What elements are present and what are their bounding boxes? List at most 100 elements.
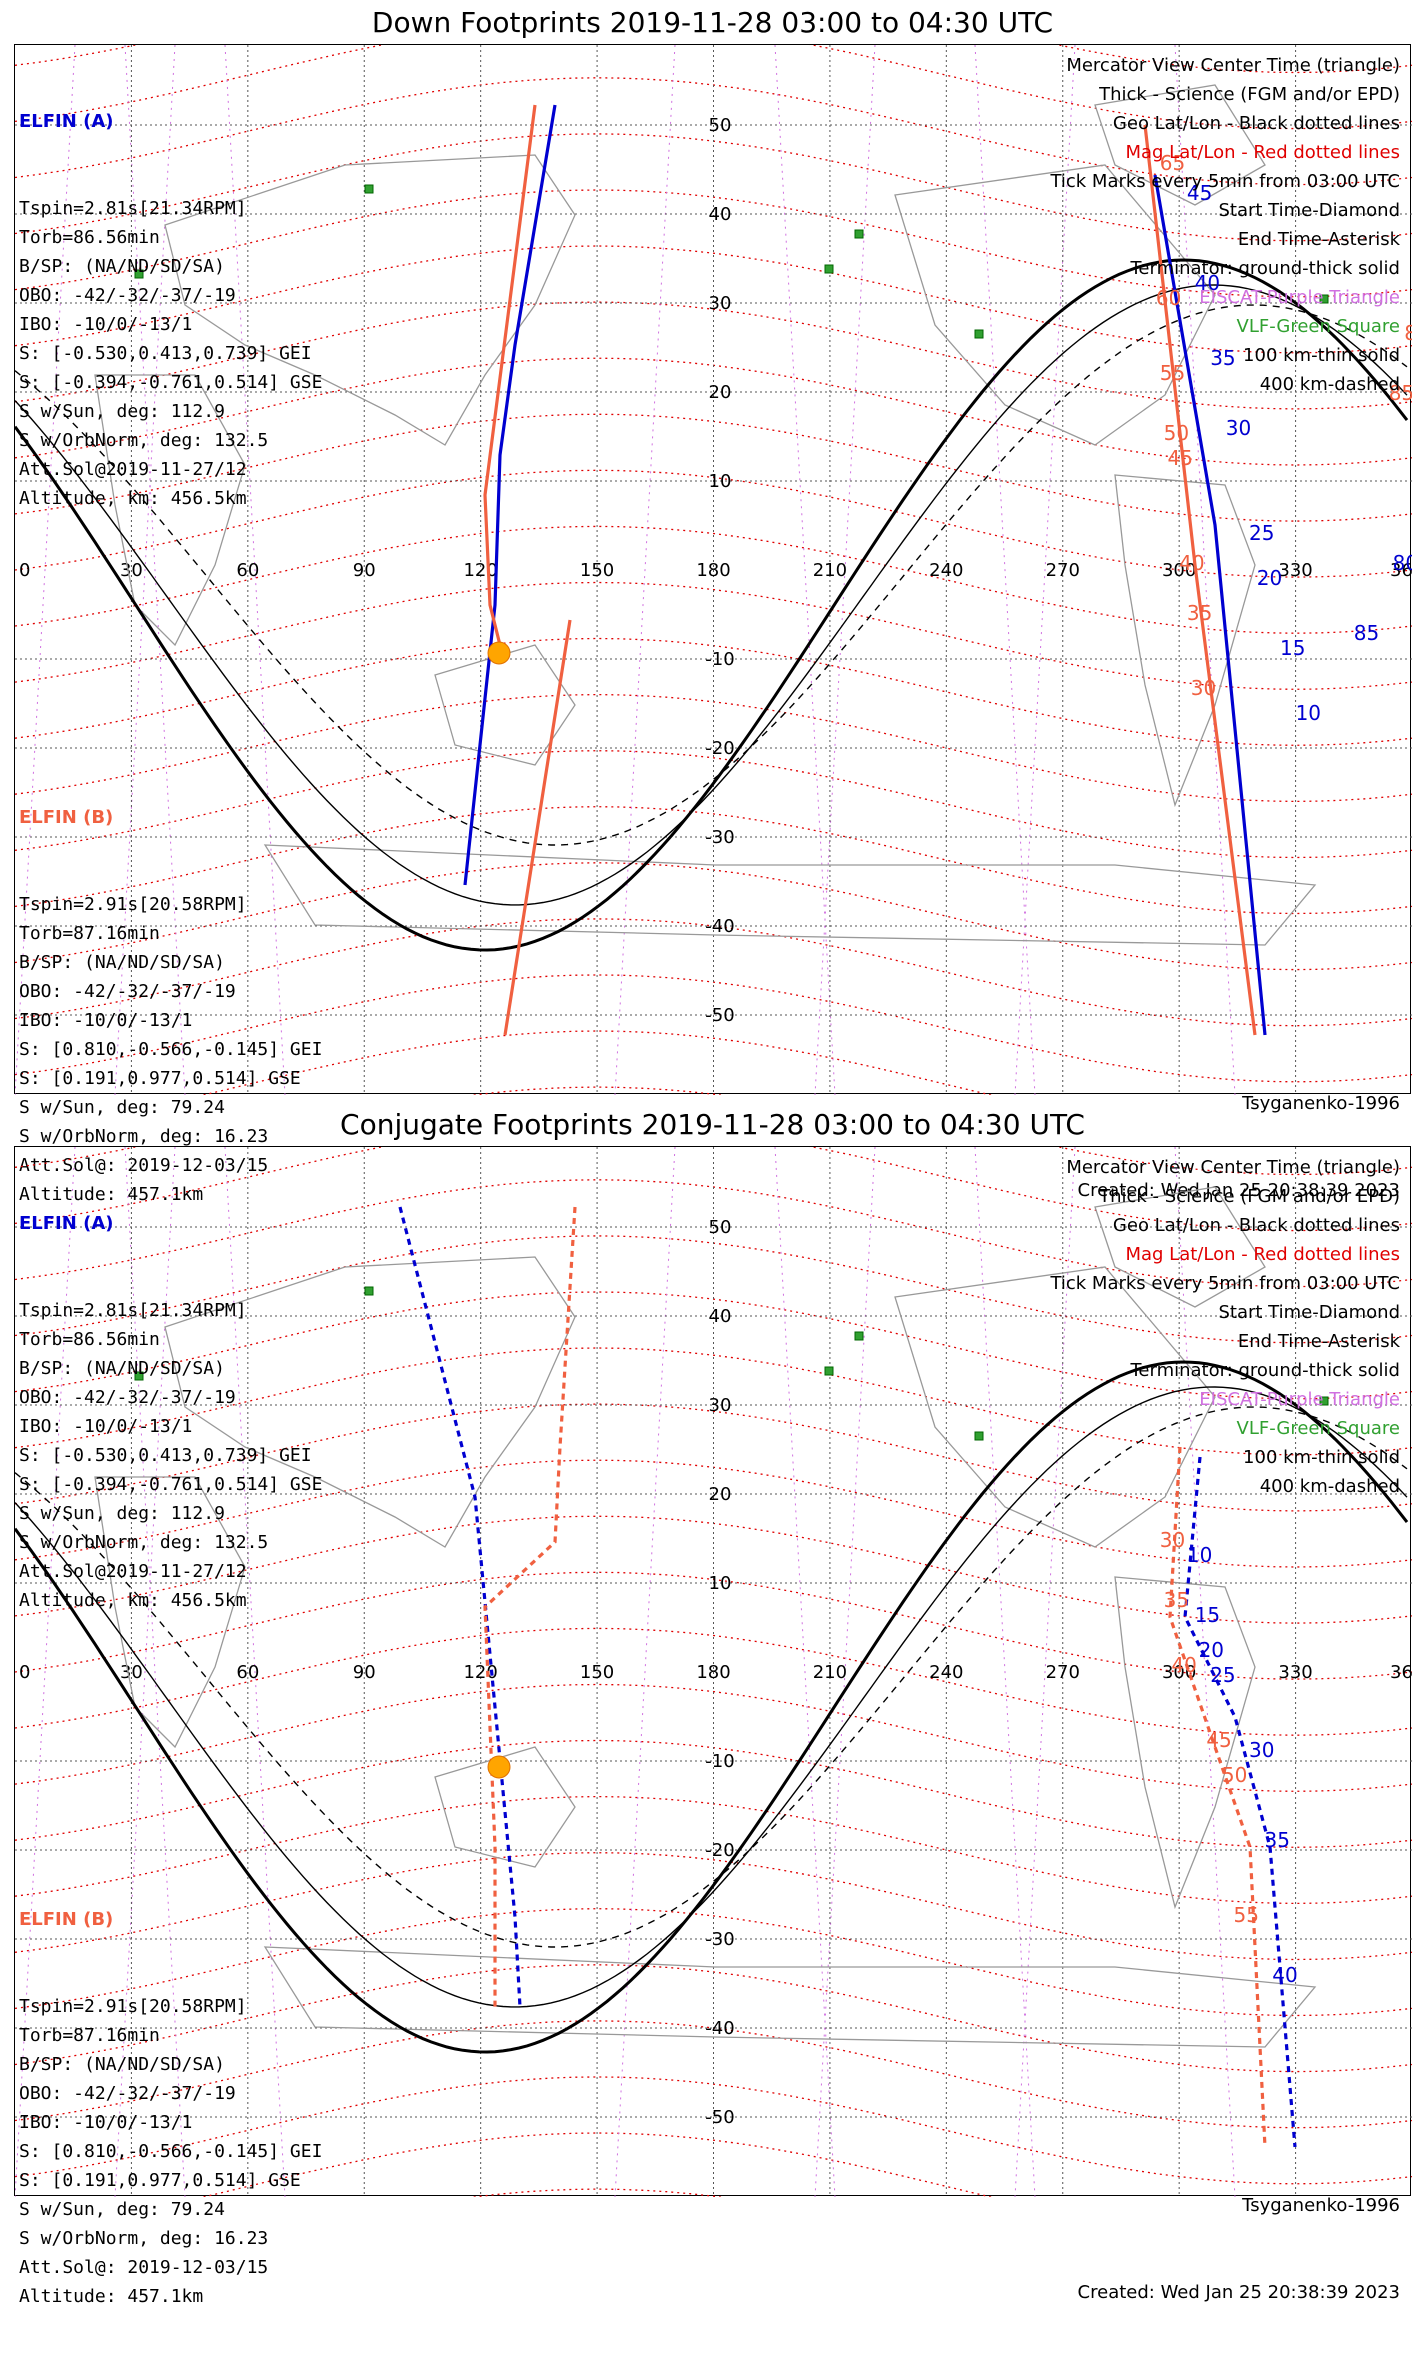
continent-outline xyxy=(894,1266,1216,1548)
elfin-a-param-line: Torb=86.56min xyxy=(19,1329,160,1350)
mag-lon-line xyxy=(1174,1147,1236,2197)
lon-tick-label: 90 xyxy=(353,1662,376,1683)
lon-tick-label: 180 xyxy=(696,560,730,581)
lon-tick-label: 60 xyxy=(236,1662,259,1683)
mag-lon-line xyxy=(814,45,876,1095)
lon-tick-label: 90 xyxy=(353,560,376,581)
mag-lon-line xyxy=(15,1147,76,2197)
elfin-b-mlt-label: 40 xyxy=(1179,551,1204,575)
elfin-a-mlt-label: 40 xyxy=(1272,1963,1297,1987)
elfin-a-param-line: Torb=86.56min xyxy=(19,227,160,248)
elfin-b-param-line: S: [0.191,0.977,0.514] GSE xyxy=(19,2170,301,2191)
elfin-a-label: ELFIN (A) xyxy=(19,1213,114,1234)
elfin-b-mlt-label: 30 xyxy=(1160,1528,1185,1552)
elfin-b-param-line: S w/OrbNorm, deg: 16.23 xyxy=(19,2228,269,2249)
vlf-station-marker xyxy=(1319,1396,1329,1406)
elfin-a-track xyxy=(1153,174,1267,1036)
lat-tick-label: -50 xyxy=(705,2107,734,2128)
mag-lat-line xyxy=(15,581,1412,690)
lon-tick-label: 180 xyxy=(696,1662,730,1683)
elfin-a-param-line: Att.Sol@2019-11-27/12 xyxy=(19,459,247,480)
legend-entry: Start Time-Diamond xyxy=(1218,200,1400,221)
legend-entry: 100 km-thin solid xyxy=(1243,1447,1400,1468)
map-canvas: 0306090120150180210240270300330360706050… xyxy=(15,1147,1412,2197)
elfin-a-param-line: OBO: -42/-32/-37/-19 xyxy=(19,285,236,306)
mag-lon-line xyxy=(15,45,76,1095)
elfin-b-param-line: Altitude: 457.1km xyxy=(19,1184,204,1205)
mag-lon-line xyxy=(124,45,186,1095)
terminator-ground xyxy=(15,1360,1409,2054)
elfin-a-param-line: B/SP: (NA/ND/SD/SA) xyxy=(19,256,225,277)
legend-entry: VLF-Green Square xyxy=(1236,1418,1400,1439)
vlf-station-marker xyxy=(974,329,984,339)
elfin-b-param-line: Att.Sol@: 2019-12-03/15 xyxy=(19,1155,269,1176)
continent-outline xyxy=(164,154,576,446)
elfin-b-label: ELFIN (B) xyxy=(19,1909,114,1930)
continent-outline xyxy=(94,374,246,647)
continent-outline xyxy=(434,1746,576,1868)
elfin-b-param-line: IBO: -10/0/-13/1 xyxy=(19,1010,193,1031)
elfin-b-param-line: S w/Sun, deg: 79.24 xyxy=(19,1097,225,1118)
legend-entry: End Time-Asterisk xyxy=(1237,1331,1400,1352)
lon-tick-label: 120 xyxy=(463,1662,497,1683)
elfin-b-param-line: Altitude: 457.1km xyxy=(19,2286,204,2307)
legend-entry: Geo Lat/Lon - Black dotted lines xyxy=(1112,1215,1400,1236)
elfin-b-param-line: IBO: -10/0/-13/1 xyxy=(19,2112,193,2133)
lat-tick-label: -60 xyxy=(705,1094,734,1095)
elfin-b-mlt-label: 85 xyxy=(1389,381,1412,405)
elfin-a-param-line: S w/Sun, deg: 112.9 xyxy=(19,1503,225,1524)
elfin-b-info: ELFIN (B) Tspin=2.91s[20.58RPM] Torb=87.1… xyxy=(19,745,322,1267)
terminator-100km xyxy=(15,1386,1408,2008)
elfin-a-label: ELFIN (A) xyxy=(19,111,114,132)
elfin-a-mlt-label: 80 xyxy=(1393,551,1412,575)
vlf-station-marker xyxy=(134,1371,144,1381)
terminator-400km xyxy=(15,1406,1408,1948)
legend-entry: Thick - Science (FGM and/or EPD) xyxy=(1099,1186,1400,1207)
lat-tick-label: 20 xyxy=(709,382,732,403)
mag-lon-line xyxy=(614,45,676,1095)
terminator-400km xyxy=(15,304,1408,846)
lon-tick-label: 0 xyxy=(19,1662,30,1683)
mag-lon-line xyxy=(114,1147,176,2197)
legend-entry: Geo Lat/Lon - Black dotted lines xyxy=(1112,113,1400,134)
terminator-ground xyxy=(15,258,1409,952)
elfin-b-mlt-label: 65 xyxy=(1160,151,1185,175)
legend-entry: Tick Marks every 5min from 03:00 UTC xyxy=(1050,171,1400,192)
elfin-a-mlt-label: 35 xyxy=(1265,1828,1290,1852)
elfin-b-mlt-label: 45 xyxy=(1168,446,1193,470)
legend-entry: EISCAT-Purple Triangle xyxy=(1199,1389,1400,1410)
elfin-a-mlt-label: 25 xyxy=(1210,1663,1235,1687)
legend-entry: Tick Marks every 5min from 03:00 UTC xyxy=(1050,1273,1400,1294)
legend-entry: 400 km-dashed xyxy=(1259,374,1400,395)
lat-tick-label: -60 xyxy=(705,2196,734,2197)
lon-tick-label: 150 xyxy=(580,560,614,581)
down-footprints-map: 0306090120150180210240270300330360706050… xyxy=(14,44,1412,1205)
elfin-b-param-line: Att.Sol@: 2019-12-03/15 xyxy=(19,2257,269,2278)
lat-tick-label: -30 xyxy=(705,1929,734,1950)
elfin-a-param-line: Tspin=2.81s[21.34RPM] xyxy=(19,198,247,219)
continent-outline xyxy=(263,844,1317,946)
vlf-station-marker xyxy=(364,1286,374,1296)
map-canvas: 0306090120150180210240270300330360706050… xyxy=(15,45,1412,1095)
lon-tick-label: 270 xyxy=(1046,1662,1080,1683)
continent-outline xyxy=(164,1256,576,1548)
lat-tick-label: 50 xyxy=(709,115,732,136)
model-credit: Tsyganenko-1996 Created: Wed Jan 25 20:3… xyxy=(1078,2133,1400,2365)
continent-outline xyxy=(263,1946,1317,2048)
lon-tick-label: 360 xyxy=(1390,560,1412,581)
elfin-a-info: ELFIN (A) Tspin=2.81s[21.34RPM] Torb=86.5… xyxy=(19,1151,322,1673)
lon-tick-label: 150 xyxy=(580,1662,614,1683)
lon-tick-label: 240 xyxy=(929,1662,963,1683)
elfin-a-param-line: IBO: -10/0/-13/1 xyxy=(19,1416,193,1437)
lon-tick-label: 0 xyxy=(19,560,30,581)
lat-tick-label: -30 xyxy=(705,827,734,848)
elfin-a-track xyxy=(1183,1456,1297,2148)
mag-lon-line xyxy=(224,45,286,1095)
mag-lon-line xyxy=(1014,45,1076,1095)
elfin-b-track xyxy=(503,619,572,1036)
continent-outline xyxy=(1094,84,1266,206)
elfin-b-param-line: Torb=87.16min xyxy=(19,2025,160,2046)
mag-lon-line xyxy=(124,1147,186,2197)
elfin-a-param-line: S w/OrbNorm, deg: 132.5 xyxy=(19,1532,269,1553)
lon-tick-label: 240 xyxy=(929,560,963,581)
